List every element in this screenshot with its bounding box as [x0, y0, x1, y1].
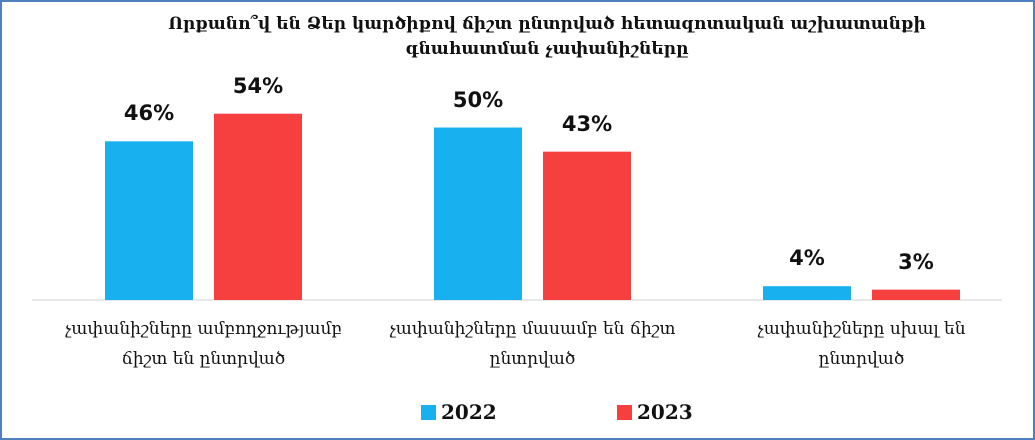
bar [543, 151, 631, 300]
bar [434, 127, 522, 300]
data-label: 3% [898, 249, 934, 274]
data-label: 54% [232, 73, 284, 98]
legend-swatch [617, 404, 632, 420]
chart-title: Որքանո՞վ են Ձեր կարծիքով ճիշտ ընտրված հե… [168, 14, 926, 59]
data-label: 4% [789, 246, 825, 271]
bar [214, 113, 302, 300]
data-label: 46% [123, 101, 175, 126]
bar [872, 289, 960, 300]
bar [105, 141, 193, 300]
legend-item: 2023 [617, 400, 693, 424]
data-label: 50% [452, 87, 504, 112]
legend-item: 2022 [421, 400, 497, 424]
x-tick-label: չափանիշները մասամբ են ճիշտ ընտրված [389, 319, 676, 369]
bar [763, 286, 851, 300]
x-tick-label: չափանիշները սխալ են ընտրված [757, 319, 966, 369]
legend-label: 2022 [441, 400, 497, 424]
legend-label: 2023 [637, 400, 693, 424]
legend-swatch [421, 404, 436, 420]
x-tick-label: չափանիշները ամբողջությամբ ճիշտ են ընտրվա… [65, 319, 342, 369]
data-label: 43% [561, 111, 613, 136]
